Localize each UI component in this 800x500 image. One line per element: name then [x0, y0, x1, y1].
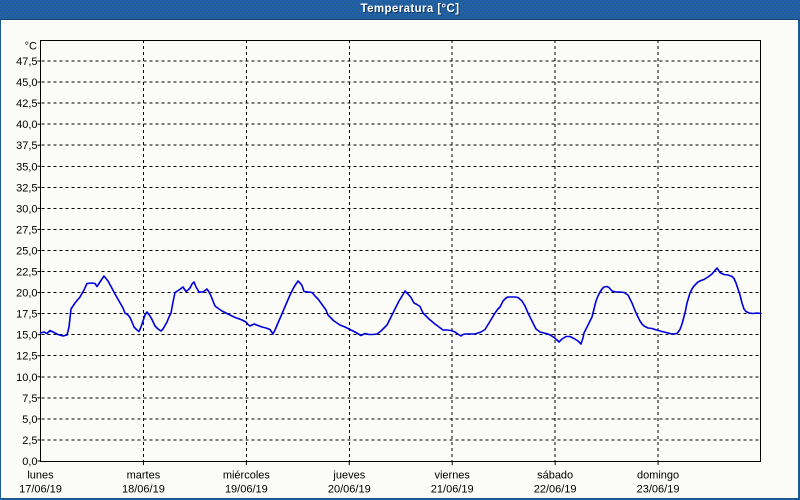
svg-text:22,5: 22,5 — [16, 267, 37, 279]
svg-text:5,0: 5,0 — [22, 414, 37, 426]
svg-text:25,0: 25,0 — [16, 245, 37, 257]
svg-text:32,5: 32,5 — [16, 182, 37, 194]
svg-text:17/06/19: 17/06/19 — [19, 484, 62, 496]
svg-text:37,5: 37,5 — [16, 140, 37, 152]
svg-text:sábado: sábado — [537, 470, 573, 482]
svg-text:18/06/19: 18/06/19 — [122, 484, 165, 496]
svg-text:0,0: 0,0 — [22, 456, 37, 468]
svg-text:viernes: viernes — [434, 470, 470, 482]
svg-text:22/06/19: 22/06/19 — [534, 484, 577, 496]
svg-text:20,0: 20,0 — [16, 288, 37, 300]
svg-text:martes: martes — [127, 470, 161, 482]
svg-text:15,0: 15,0 — [16, 330, 37, 342]
svg-text:27,5: 27,5 — [16, 224, 37, 236]
svg-text:19/06/19: 19/06/19 — [225, 484, 268, 496]
svg-text:47,5: 47,5 — [16, 56, 37, 68]
svg-text:2,5: 2,5 — [22, 435, 37, 447]
svg-text:20/06/19: 20/06/19 — [328, 484, 371, 496]
svg-text:domingo: domingo — [637, 470, 679, 482]
svg-text:miércoles: miércoles — [223, 470, 271, 482]
svg-text:30,0: 30,0 — [16, 203, 37, 215]
svg-text:17,5: 17,5 — [16, 309, 37, 321]
svg-text:lunes: lunes — [27, 470, 54, 482]
svg-text:12,5: 12,5 — [16, 351, 37, 363]
svg-text:21/06/19: 21/06/19 — [431, 484, 474, 496]
svg-text:42,5: 42,5 — [16, 98, 37, 110]
svg-text:°C: °C — [25, 41, 37, 53]
svg-text:10,0: 10,0 — [16, 372, 37, 384]
svg-text:35,0: 35,0 — [16, 161, 37, 173]
svg-text:40,0: 40,0 — [16, 119, 37, 131]
svg-text:45,0: 45,0 — [16, 77, 37, 89]
svg-text:23/06/19: 23/06/19 — [637, 484, 680, 496]
svg-text:jueves: jueves — [332, 470, 365, 482]
svg-text:7,5: 7,5 — [22, 393, 37, 405]
